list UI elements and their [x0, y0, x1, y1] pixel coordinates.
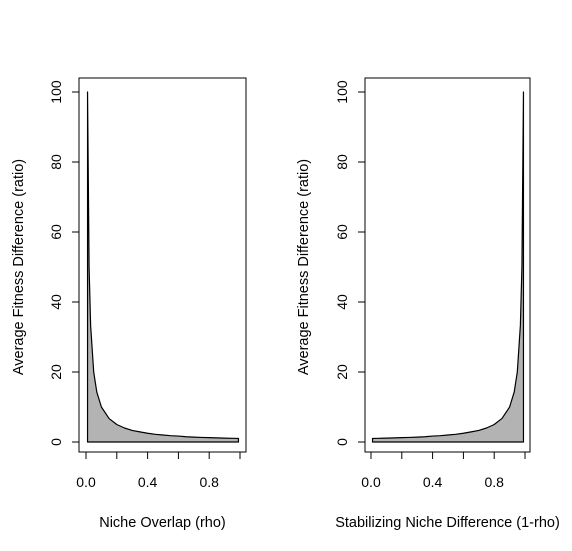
y-axis-label: Average Fitness Difference (ratio): [11, 159, 27, 375]
y-tick-label: 0: [48, 438, 64, 446]
right-panel: 0.0 0.4 0.8 0 20 40 60 80 100 Stabilizing Niche D…: [296, 77, 560, 531]
y-tick-label: 100: [334, 80, 350, 104]
x-tick-label: 0.0: [361, 474, 381, 490]
y-tick-label: 60: [334, 224, 350, 240]
y-tick-label: 40: [334, 294, 350, 310]
left-panel: 0.0 0.4 0.8 0 20 40 60 80 100 Niche Overlap (rho)…: [11, 77, 247, 531]
y-tick-label: 0: [334, 438, 350, 446]
area-series-0: [86, 91, 240, 443]
y-tick-label: 60: [48, 224, 64, 240]
plot-frame: [364, 77, 531, 453]
x-tick-label: 0.4: [138, 474, 158, 490]
y-axis-label: Average Fitness Difference (ratio): [296, 159, 312, 375]
x-tick-label: 0.8: [484, 474, 504, 490]
x-tick-label: 0.8: [199, 474, 219, 490]
y-tick-label: 40: [48, 294, 64, 310]
y-tick-label: 20: [48, 364, 64, 380]
plot-frame: [78, 77, 247, 453]
x-tick-label: 0.0: [76, 474, 96, 490]
area-series-0: [371, 91, 525, 443]
x-axis-label: Niche Overlap (rho): [99, 515, 226, 531]
y-tick-label: 80: [334, 154, 350, 170]
y-tick-label: 80: [48, 154, 64, 170]
x-axis-label: Stabilizing Niche Difference (1-rho): [335, 515, 560, 531]
y-tick-label: 20: [334, 364, 350, 380]
y-tick-label: 100: [48, 80, 64, 104]
x-tick-label: 0.4: [423, 474, 443, 490]
